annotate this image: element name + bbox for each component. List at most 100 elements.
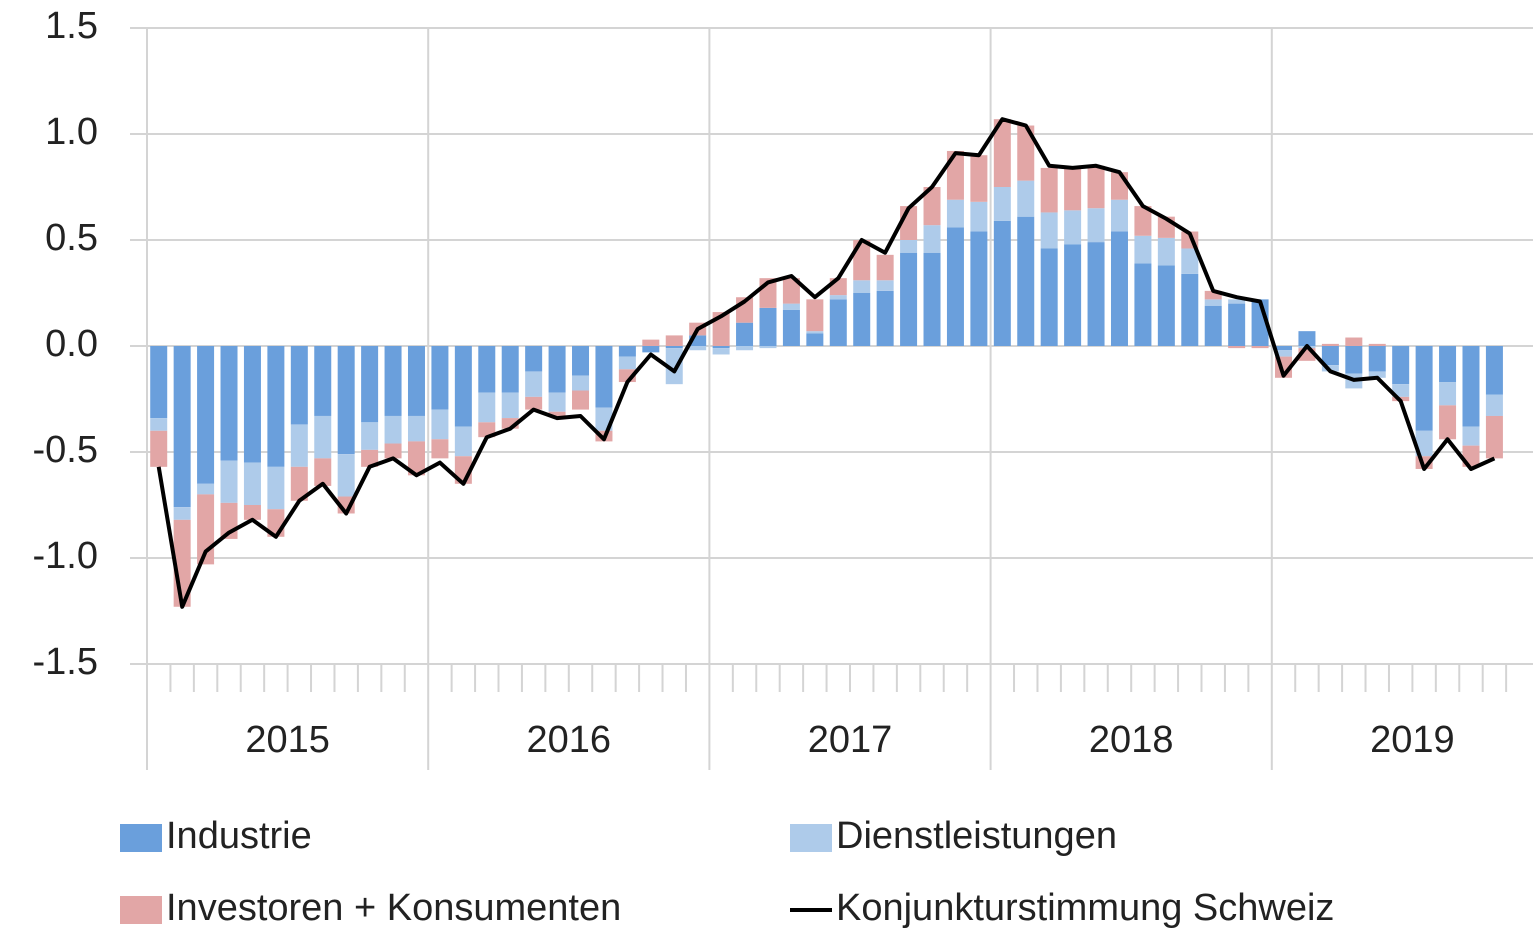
bar-segment (431, 439, 449, 459)
bar-segment (173, 507, 191, 520)
bar-segment (970, 155, 988, 202)
legend-label: Konjunkturstimmung Schweiz (836, 887, 1334, 929)
bar-segment (736, 322, 754, 346)
bar-segment (1134, 206, 1152, 236)
bar-segment (501, 392, 519, 419)
bar-segment (548, 411, 566, 416)
bar-segment (665, 335, 683, 346)
bar-segment (1040, 167, 1058, 213)
bar-segment (642, 346, 660, 353)
bar-segment (1157, 237, 1175, 266)
bar-segment (1392, 384, 1410, 397)
bar-segment (900, 240, 918, 253)
bar-segment (1321, 365, 1339, 372)
bar-segment (1251, 346, 1269, 349)
bar-segment (478, 346, 496, 393)
bar-segment (759, 307, 777, 346)
bar-segment (595, 346, 613, 408)
bar-segment (1087, 208, 1105, 243)
bar-segment (806, 299, 824, 332)
bar-segment (173, 346, 191, 508)
bar-segment (1298, 331, 1316, 346)
bar-segment (1228, 303, 1246, 346)
bar-segment (525, 396, 543, 410)
bar-segment (1110, 199, 1128, 232)
bar-segment (1415, 430, 1433, 457)
bar-segment (290, 346, 308, 425)
bar-segment (970, 231, 988, 346)
bar-segment (361, 449, 379, 467)
bar-segment (1064, 244, 1082, 346)
bar-segment (243, 462, 261, 505)
bar-segment (1134, 235, 1152, 264)
bar-segment (689, 335, 707, 346)
bar-segment (1392, 346, 1410, 385)
bar-segment (993, 187, 1011, 221)
bar-segment (1204, 305, 1222, 346)
bar-segment (572, 390, 590, 410)
bar-segment (923, 225, 941, 253)
bar-segment (384, 346, 402, 416)
bar-segment (853, 293, 871, 346)
bar-segment (220, 460, 238, 503)
bar-segment (384, 443, 402, 459)
bar-segment (1462, 426, 1480, 446)
bar-segment (1275, 346, 1293, 351)
line (156, 117, 1496, 609)
legend-label: Industrie (166, 815, 312, 857)
bar-segment (150, 430, 168, 467)
bar-segment (1439, 405, 1457, 440)
bar-segment (782, 303, 800, 310)
bar-segment (970, 201, 988, 232)
y-tick-label: -1.0 (33, 535, 98, 577)
bar-segment (572, 375, 590, 391)
bar-segment (689, 346, 707, 351)
bar-segment (1368, 343, 1386, 346)
bar-segment (1017, 125, 1035, 181)
bar-segment (337, 346, 355, 455)
bar-segment (431, 409, 449, 440)
y-tick-label: 1.5 (45, 5, 98, 47)
bar-segment (501, 346, 519, 393)
bar-segment (853, 280, 871, 293)
bar-segment (1321, 343, 1339, 346)
bar-segment (759, 346, 777, 349)
bar-segment (197, 346, 215, 484)
bar-segment (1485, 346, 1503, 395)
bar-segment (1368, 371, 1386, 378)
bar-segment (314, 346, 332, 416)
bar-segment (431, 346, 449, 410)
bar-segment (361, 346, 379, 423)
bar-segment (1204, 290, 1222, 300)
bar-segment (946, 199, 964, 228)
bar-segment (243, 505, 261, 520)
bar-segment (712, 346, 730, 349)
bar-segment (1017, 180, 1035, 217)
y-tick-label: -0.5 (33, 429, 98, 471)
x-tick-label: 2018 (1089, 719, 1174, 761)
bar-segment (618, 346, 636, 357)
bar-segment (572, 346, 590, 376)
bar-segment (806, 333, 824, 346)
x-tick-label: 2016 (527, 719, 612, 761)
bar-segment (1110, 172, 1128, 200)
bar-segment (384, 415, 402, 444)
y-tick-label: 0.0 (45, 323, 98, 365)
bar-segment (829, 295, 847, 300)
bar-segment (1368, 346, 1386, 372)
y-tick-label: 1.0 (45, 111, 98, 153)
bar-segment (478, 422, 496, 438)
bar-segment (993, 119, 1011, 187)
bar-segment (501, 418, 519, 429)
bar-segment (454, 346, 472, 427)
bar-segment (1040, 248, 1058, 346)
bar-segment (736, 346, 754, 351)
bar-segment (548, 346, 566, 393)
bar-segment (1040, 212, 1058, 249)
y-tick-label: -1.5 (33, 641, 98, 683)
bar-segment (1275, 350, 1293, 357)
bar-segment (946, 227, 964, 346)
bar-segment (1181, 273, 1199, 346)
bar-segment (923, 252, 941, 346)
